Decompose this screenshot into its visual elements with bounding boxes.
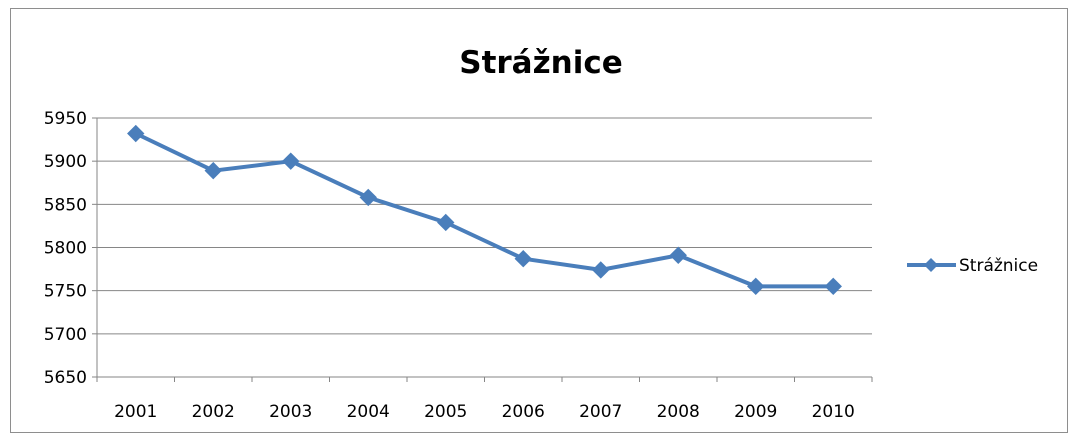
x-tick-label: 2007 xyxy=(579,402,622,422)
axes xyxy=(92,117,873,382)
gridlines xyxy=(97,117,872,335)
x-tick-labels: 2001 2002 2003 2004 2005 2006 2007 2008 2009 2010 xyxy=(114,402,855,422)
x-tick-label: 2004 xyxy=(347,402,390,422)
x-tick-label: 2008 xyxy=(657,402,700,422)
legend: Strážnice xyxy=(907,256,1038,276)
x-tick-label: 2006 xyxy=(502,402,545,422)
y-tick-label: 5650 xyxy=(44,368,87,388)
data-point xyxy=(437,213,455,232)
series-line xyxy=(134,131,834,289)
y-tick-labels: 5650 5700 5750 5800 5850 5900 5950 xyxy=(44,109,87,388)
data-point xyxy=(204,161,222,180)
data-point xyxy=(127,124,145,143)
series-layer xyxy=(127,124,842,296)
legend-marker xyxy=(924,258,938,272)
data-point xyxy=(669,246,687,264)
y-tick-label: 5800 xyxy=(44,239,87,259)
x-tick-label: 2001 xyxy=(114,402,157,422)
x-tick-label: 2002 xyxy=(192,402,235,422)
data-point xyxy=(592,261,610,279)
x-tick-label: 2005 xyxy=(424,402,467,422)
data-point xyxy=(514,250,532,268)
chart-frame xyxy=(10,8,1068,433)
y-tick-label: 5950 xyxy=(44,109,87,129)
data-point xyxy=(359,188,377,207)
chart-title: Strážnice xyxy=(459,45,623,81)
y-tick-label: 5900 xyxy=(44,152,87,172)
data-point xyxy=(747,277,765,296)
y-tick-label: 5700 xyxy=(44,325,87,345)
data-point xyxy=(282,152,300,170)
legend-label: Strážnice xyxy=(959,256,1038,276)
data-point xyxy=(824,277,842,296)
x-tick-label: 2009 xyxy=(734,402,777,422)
y-tick-label: 5750 xyxy=(44,282,87,302)
y-tick-label: 5850 xyxy=(44,195,87,215)
x-tick-label: 2010 xyxy=(812,402,855,422)
x-tick-label: 2003 xyxy=(269,402,312,422)
